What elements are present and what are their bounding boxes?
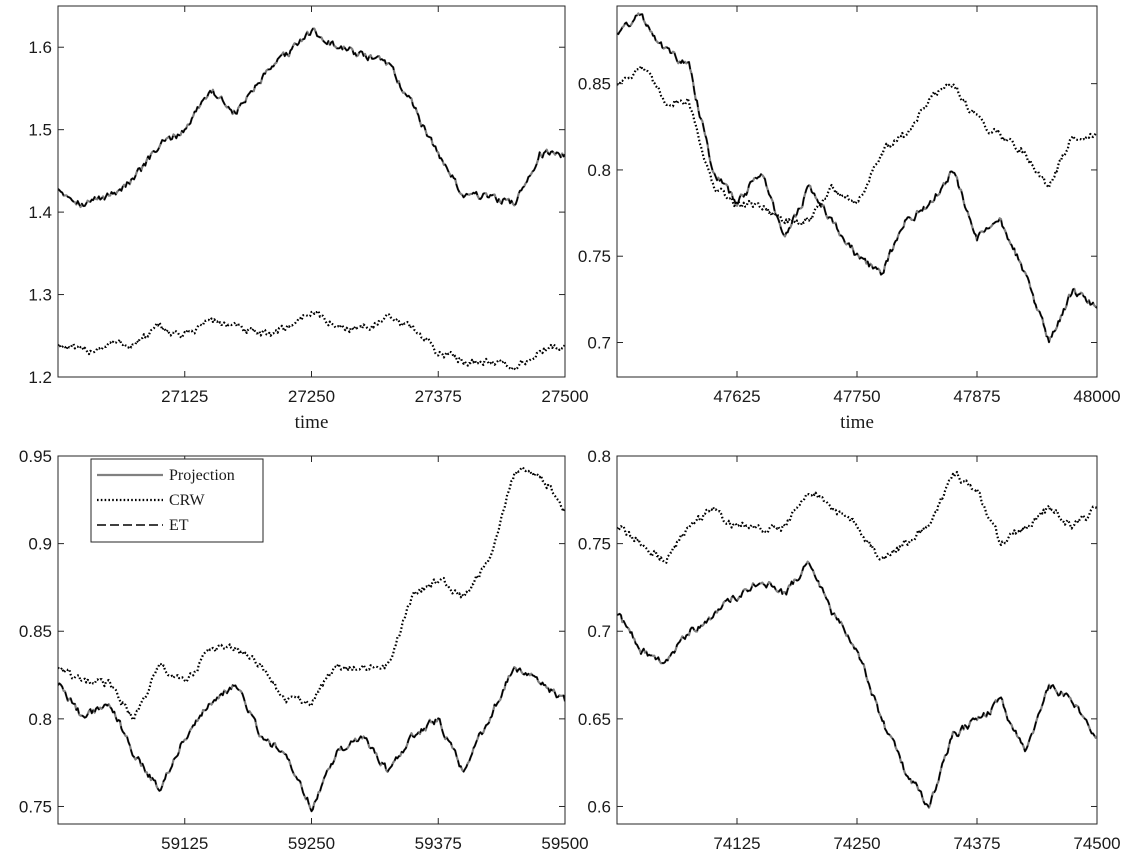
- legend: Projection CRW ET: [90, 458, 264, 543]
- y-tick-label: 1.4: [28, 203, 52, 222]
- x-tick-label: 74250: [833, 834, 880, 853]
- x-tick-label: 59375: [415, 834, 462, 853]
- series-line-crw: [617, 470, 1097, 564]
- y-tick-label: 0.8: [587, 447, 611, 466]
- y-tick-label: 0.85: [19, 622, 52, 641]
- y-tick-label: 1.2: [28, 368, 52, 387]
- series-line-crw: [58, 309, 565, 371]
- series-line-et: [58, 666, 565, 813]
- plot-area: [617, 470, 1097, 809]
- y-tick-label: 0.95: [19, 447, 52, 466]
- y-tick-label: 0.6: [587, 797, 611, 816]
- y-tick-label: 0.75: [578, 535, 611, 554]
- x-tick-label: 27375: [415, 387, 462, 406]
- series-line-projection: [58, 666, 565, 813]
- series-line-et: [617, 12, 1097, 343]
- y-tick-label: 0.75: [19, 797, 52, 816]
- series-line-projection: [617, 560, 1097, 809]
- x-tick-label: 27125: [161, 387, 208, 406]
- x-tick-label: 74500: [1073, 834, 1120, 853]
- series-line-et: [58, 27, 565, 208]
- x-tick-label: 59500: [541, 834, 588, 853]
- series-line-crw: [617, 64, 1097, 227]
- plot-area: [617, 12, 1097, 344]
- axes-frame: [616, 455, 1098, 825]
- y-tick-label: 1.5: [28, 121, 52, 140]
- panel-2: 0.7 0.75 0.8 0.85 47625 47750 47875 48000 time: [578, 5, 1121, 433]
- x-tick-label: 47750: [833, 387, 880, 406]
- x-tick-label: 47875: [953, 387, 1000, 406]
- x-tick-label: 27250: [288, 387, 335, 406]
- x-tick-label: 74125: [713, 834, 760, 853]
- panel-1: 1.2 1.3 1.4 1.5 1.6 27125 27250 27375 27500 time: [28, 5, 589, 433]
- legend-label-crw: CRW: [169, 492, 205, 509]
- legend-label-et: ET: [169, 517, 189, 534]
- panel-3: 0.75 0.8 0.85 0.9 0.95 59125 59250 59375 59500 Pr…: [19, 447, 589, 853]
- y-tick-label: 0.85: [578, 75, 611, 94]
- series-line-projection: [58, 27, 565, 209]
- y-tick-label: 0.8: [587, 161, 611, 180]
- axes-frame: [57, 5, 566, 378]
- x-tick-label: 59125: [161, 834, 208, 853]
- y-tick-label: 0.75: [578, 247, 611, 266]
- y-tick-label: 0.9: [28, 535, 52, 554]
- x-tick-label: 74375: [953, 834, 1000, 853]
- y-tick-label: 0.65: [578, 710, 611, 729]
- plot-area: [58, 466, 565, 813]
- y-tick-label: 0.8: [28, 710, 52, 729]
- y-tick-label: 0.7: [587, 333, 611, 352]
- y-tick-label: 0.7: [587, 622, 611, 641]
- x-tick-label: 59250: [288, 834, 335, 853]
- legend-box: [90, 458, 264, 543]
- y-tick-label: 1.6: [28, 38, 52, 57]
- panel-4: 0.6 0.65 0.7 0.75 0.8 74125 74250 74375 74500: [578, 447, 1121, 853]
- y-tick-label: 1.3: [28, 286, 52, 305]
- series-line-et: [617, 560, 1097, 809]
- legend-label-projection: Projection: [169, 467, 235, 484]
- x-tick-label: 27500: [541, 387, 588, 406]
- x-tick-label: 48000: [1073, 387, 1120, 406]
- plot-area: [58, 27, 565, 371]
- x-axis-label: time: [295, 412, 329, 433]
- x-axis-label: time: [840, 412, 874, 433]
- x-tick-label: 47625: [713, 387, 760, 406]
